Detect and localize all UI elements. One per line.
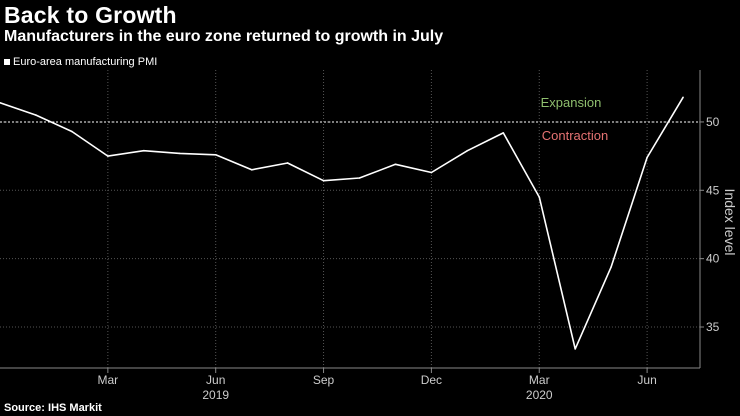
year-label-2019: 2019 [202,388,229,402]
x-tick-label-0: Mar [98,373,119,387]
data-point-19 [682,96,684,99]
data-point-4 [143,149,145,152]
x-tick-label-5: Jun [637,373,656,387]
data-point-0 [0,102,1,104]
data-point-2 [71,130,73,133]
annotation-contraction: Contraction [542,128,608,143]
data-point-7 [250,168,253,171]
y-tick-label-45: 45 [706,183,720,197]
data-point-6 [214,153,217,156]
y-tick-label-35: 35 [706,320,720,334]
legend-swatch [4,59,10,65]
source-note: Source: IHS Markit [4,402,102,414]
y-axis-label: Index level [722,189,738,256]
annotation-expansion: Expansion [541,95,602,110]
legend: Euro-area manufacturing PMI [4,56,157,68]
year-label-2020: 2020 [526,388,553,402]
chart-title: Back to Growth [4,2,177,28]
series-line-pmi [0,96,684,350]
y-tick-label-50: 50 [706,115,720,129]
data-point-5 [178,152,181,155]
data-point-17 [610,266,612,268]
x-tick-label-4: Mar [529,373,550,387]
data-point-13 [466,149,469,152]
data-point-18 [646,156,648,159]
data-point-16 [574,348,576,350]
data-point-11 [394,163,397,166]
data-point-15 [538,196,541,198]
data-point-8 [286,162,289,164]
data-point-9 [322,179,325,182]
legend-label: Euro-area manufacturing PMI [13,56,158,68]
x-tick-label-1: Jun [206,373,225,387]
x-tick-label-2: Sep [313,373,335,387]
data-point-12 [430,171,433,174]
x-tick-label-3: Dec [421,373,442,387]
chart-subtitle: Manufacturers in the euro zone returned … [4,28,444,45]
data-point-3 [107,155,109,157]
y-tick-label-40: 40 [706,252,720,266]
data-point-14 [502,132,505,134]
data-point-10 [358,177,361,179]
data-point-1 [35,114,37,116]
